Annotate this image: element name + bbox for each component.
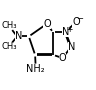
Text: NH₂: NH₂ bbox=[26, 64, 45, 74]
Text: +: + bbox=[66, 25, 72, 34]
Text: CH₃: CH₃ bbox=[2, 21, 17, 30]
Text: N: N bbox=[68, 42, 76, 52]
Text: O: O bbox=[59, 53, 66, 63]
Text: −: − bbox=[76, 15, 83, 24]
Text: O: O bbox=[72, 17, 80, 27]
Text: N: N bbox=[15, 31, 22, 41]
Text: O: O bbox=[43, 19, 51, 29]
Text: N: N bbox=[62, 27, 69, 37]
Text: CH₃: CH₃ bbox=[2, 42, 17, 51]
